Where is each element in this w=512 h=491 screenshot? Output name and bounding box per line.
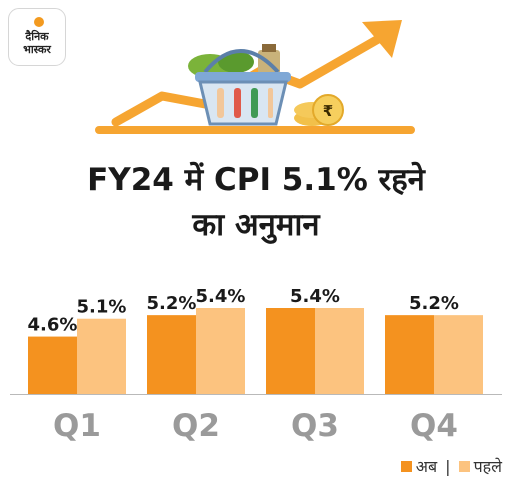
dainik-bhaskar-logo: दैनिक भास्कर: [8, 8, 66, 66]
quarter-label-q3: Q3: [291, 408, 339, 444]
bar-now-q3: [266, 308, 315, 394]
brand-line2: भास्कर: [23, 43, 51, 56]
value-label-before-q1: 5.1%: [77, 297, 127, 318]
bar-before-q4: [434, 315, 483, 394]
legend-swatch-before: [458, 460, 470, 472]
shelf-line: [95, 126, 415, 134]
legend-separator: |: [445, 456, 451, 476]
cpi-bar-chart: 4.6%5.1%Q15.2% 5.4%Q25.4%Q35.2%Q4: [10, 286, 502, 444]
legend-swatch-now: [400, 460, 412, 472]
rupee-coins-icon: ₹: [294, 94, 344, 126]
chart-legend: अब | पहले: [400, 455, 502, 477]
shopping-basket-icon: [188, 44, 291, 126]
basket-rising-arrow-illustration: ₹: [95, 20, 415, 134]
value-label-q3: 5.4%: [290, 286, 340, 307]
bar-before-q2: [196, 308, 245, 394]
value-label-q4: 5.2%: [409, 293, 459, 314]
rupee-symbol: ₹: [323, 102, 333, 120]
bar-before-q1: [77, 318, 126, 394]
legend-label-before: पहले: [473, 457, 502, 476]
value-label-now-q2: 5.2%: [147, 293, 197, 314]
quarter-label-q1: Q1: [53, 408, 101, 444]
quarter-label-q2: Q2: [172, 408, 220, 444]
quarter-label-q4: Q4: [410, 408, 458, 444]
value-label-now-q1: 4.6%: [28, 315, 78, 336]
bar-now-q4: [385, 315, 434, 394]
legend-label-now: अब: [415, 457, 438, 476]
sun-logo-icon: [34, 17, 44, 27]
value-label-before-q2: 5.4%: [196, 286, 246, 307]
title-line-1: FY24 में CPI 5.1% रहने: [87, 162, 425, 198]
chart-title: FY24 में CPI 5.1% रहने का अनुमान: [0, 158, 512, 248]
bar-before-q3: [315, 308, 364, 394]
brand-line1: दैनिक: [25, 30, 49, 43]
bar-now-q1: [28, 336, 77, 394]
title-line-2: का अनुमान: [192, 207, 320, 243]
bar-now-q2: [147, 315, 196, 394]
